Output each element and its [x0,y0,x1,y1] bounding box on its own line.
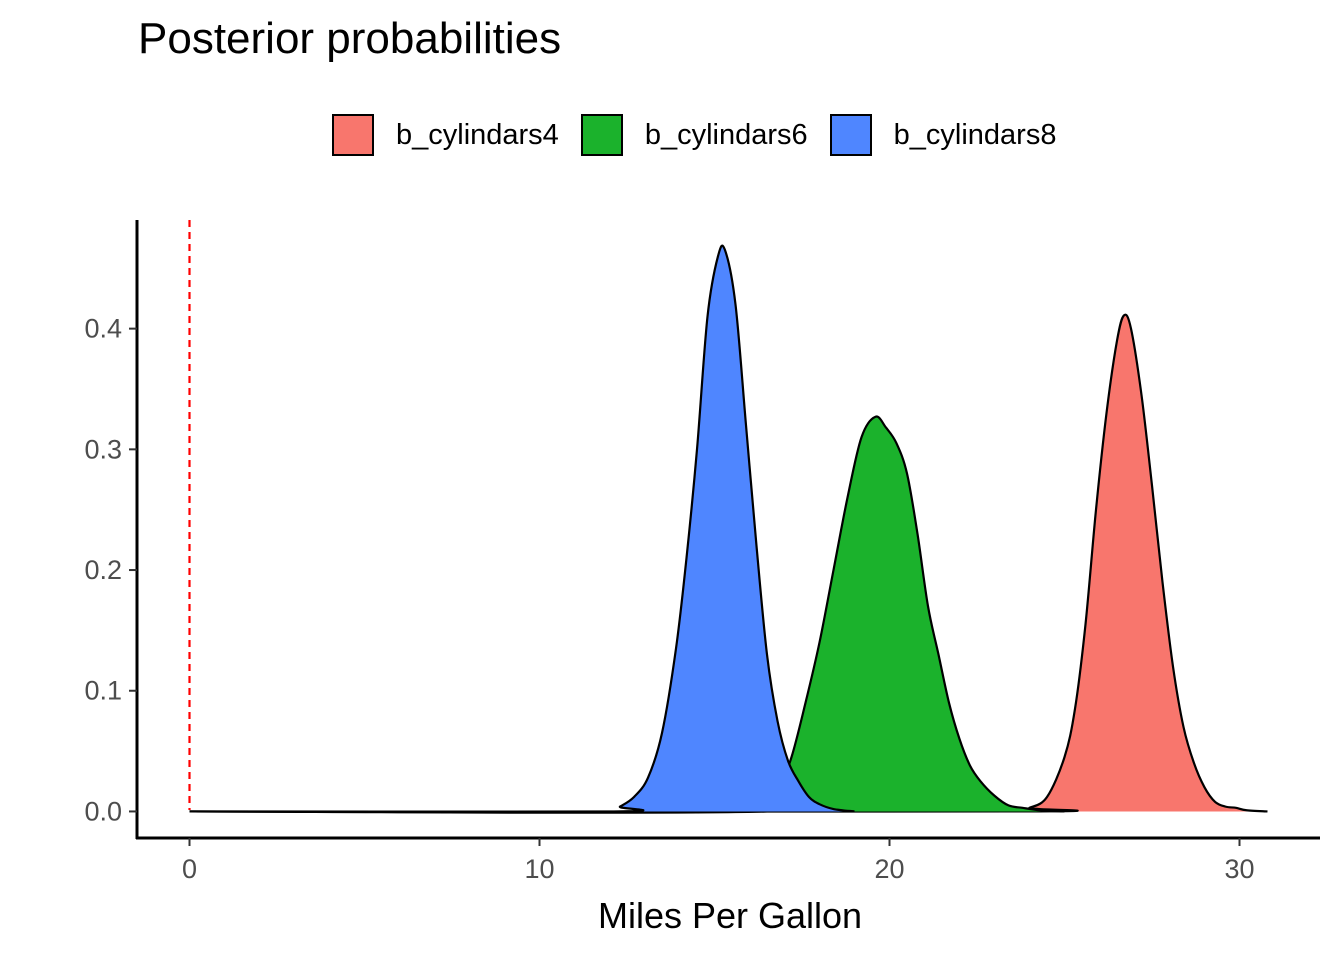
density-fill-b-cylindars8 [189,245,855,812]
legend-key-cyl4 [332,114,374,156]
legend-key-cyl6 [580,114,623,156]
y-tick-label: 0.4 [84,314,122,344]
y-tick-label: 0.0 [84,796,122,826]
density-fill-b-cylindars4 [189,314,1268,812]
axes-layer: 0.0 0.1 0.2 0.3 0.4 0 10 20 30 [84,220,1320,884]
y-tick-label: 0.1 [84,676,122,706]
x-tick-label: 10 [524,854,554,884]
density-fill-b-cylindars6 [189,416,1065,813]
x-axis-label: Miles Per Gallon [597,895,863,936]
density-layer [189,244,1268,814]
density-outline-b-cylindars8 [189,244,855,813]
x-tick-label: 0 [182,854,197,884]
legend-label-cyl8: b_cylindars8 [893,118,1057,151]
x-tick-label: 20 [874,854,904,884]
legend-item-cyl8: b_cylindars8 [829,114,1057,156]
x-tick-label: 30 [1224,854,1254,884]
legend-item-cyl6: b_cylindars6 [580,114,808,156]
y-tick-label: 0.2 [84,555,122,585]
legend: b_cylindars4 b_cylindars6 b_cylindars8 [332,112,1078,158]
legend-label-cyl6: b_cylindars6 [644,118,808,151]
chart-title: Posterior probabilities [138,14,562,63]
y-tick-label: 0.3 [84,434,122,464]
legend-item-cyl4: b_cylindars4 [332,114,559,156]
legend-label-cyl4: b_cylindars4 [396,118,559,151]
legend-key-cyl8 [829,114,872,156]
